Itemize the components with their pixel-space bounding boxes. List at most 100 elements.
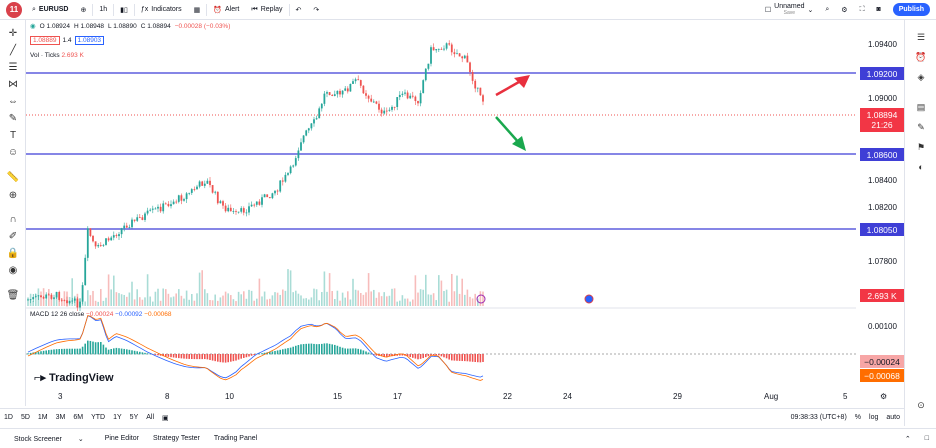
emoji-icon[interactable]: ☺ xyxy=(7,146,19,158)
volume-bar xyxy=(378,292,380,306)
compare-button[interactable]: ⊕ xyxy=(74,0,92,20)
ideas-icon[interactable]: ✎ xyxy=(917,121,925,132)
hotlist-icon[interactable]: ⚑ xyxy=(916,141,926,152)
candle-body xyxy=(138,217,141,219)
candle-body xyxy=(328,92,331,96)
candle-body xyxy=(222,201,224,206)
replay-button[interactable]: ⏮ Replay xyxy=(245,0,288,20)
range-ytd[interactable]: YTD xyxy=(91,414,106,421)
volume-bar xyxy=(235,301,237,306)
candle-body xyxy=(170,204,172,207)
notifications-icon[interactable]: ⊙ xyxy=(917,399,925,410)
fib-icon[interactable]: ☰ xyxy=(8,61,18,73)
volume-bar xyxy=(211,300,214,306)
volume-bar xyxy=(349,299,352,306)
watermark-text: TradingView xyxy=(48,371,114,384)
snapshot-button[interactable]: ◙ xyxy=(870,0,886,20)
tab-pine-editor[interactable]: Pine Editor xyxy=(104,435,139,442)
measure-icon[interactable]: ⇔ xyxy=(8,95,18,107)
magnet-icon[interactable]: ∩ xyxy=(9,213,17,225)
candle-body xyxy=(370,98,373,102)
candle-body xyxy=(266,194,269,198)
undo-button[interactable]: ↶ xyxy=(290,0,308,20)
macd-hist-bar xyxy=(222,354,224,363)
macd-hist-bar xyxy=(297,345,300,355)
trendline-icon[interactable]: ╱ xyxy=(9,44,17,56)
lock-icon[interactable]: 🔒 xyxy=(6,247,20,259)
range-all[interactable]: All xyxy=(146,414,155,421)
publish-button[interactable]: Publish xyxy=(887,0,936,20)
percent-toggle[interactable]: % xyxy=(854,414,862,421)
chart-type-button[interactable]: ▮▯ xyxy=(114,0,134,20)
settings-button[interactable]: ⚙ xyxy=(835,0,853,20)
macd-hist-bar xyxy=(276,350,279,355)
event-marker-icon[interactable] xyxy=(584,294,594,304)
goto-date-icon[interactable]: ▣ xyxy=(162,414,169,422)
collapse-icon[interactable]: ⌃ xyxy=(904,435,911,443)
tab-trading-panel[interactable]: Trading Panel xyxy=(213,435,258,442)
redo-button[interactable]: ↷ xyxy=(307,0,325,20)
tab-label: Stock Screener xyxy=(14,435,62,443)
candle-body xyxy=(131,219,133,228)
macd-hist-label: −0.00024 xyxy=(860,355,904,368)
price-chart[interactable] xyxy=(26,20,856,406)
level-label-2[interactable]: 1.08600 xyxy=(860,148,904,161)
candle-body xyxy=(253,204,256,206)
clock[interactable]: 09:38:33 (UTC+8) xyxy=(790,414,847,421)
range-3m[interactable]: 3M xyxy=(55,414,66,421)
macd-hist-bar xyxy=(172,354,175,358)
text-icon[interactable]: T xyxy=(9,129,17,141)
volume-bar xyxy=(94,300,97,306)
user-avatar[interactable]: 11 xyxy=(6,1,22,18)
trash-icon[interactable]: 🗑 xyxy=(6,289,20,301)
volume-bar xyxy=(188,299,190,306)
eye-icon[interactable]: ◉ xyxy=(8,264,18,276)
alerts-icon[interactable]: ⏰ xyxy=(915,51,927,62)
symbol-search[interactable]: ⌕ EURUSD xyxy=(26,0,74,20)
alert-label: Alert xyxy=(224,6,240,13)
pattern-icon[interactable]: ⋈ xyxy=(8,78,18,90)
interval-button[interactable]: 1h xyxy=(93,0,113,20)
range-6m[interactable]: 6M xyxy=(73,414,84,421)
down-arrow[interactable] xyxy=(495,116,521,145)
quick-search-button[interactable]: ⌕ xyxy=(819,0,835,20)
alert-button[interactable]: ⏰ Alert xyxy=(207,0,245,20)
volume-bar xyxy=(159,300,162,306)
level-label-1[interactable]: 1.09200 xyxy=(860,67,904,80)
chat-icon[interactable]: ◐ xyxy=(918,162,924,172)
log-toggle[interactable]: log xyxy=(869,414,879,421)
crosshair-icon[interactable]: ✛ xyxy=(8,27,18,39)
zoom-icon[interactable]: ⊕ xyxy=(8,189,18,201)
tab-strategy-tester[interactable]: Strategy Tester xyxy=(152,435,200,442)
ruler-icon[interactable]: 📏 xyxy=(6,171,20,183)
ask-button[interactable]: 1.08903 xyxy=(74,36,105,45)
level-label-3[interactable]: 1.08050 xyxy=(860,223,904,236)
auto-toggle[interactable]: auto xyxy=(886,414,900,421)
volume-bar xyxy=(352,278,354,306)
lock-draw-icon[interactable]: ✐ xyxy=(8,230,18,242)
range-5y[interactable]: 5Y xyxy=(129,414,139,421)
event-marker-icon[interactable] xyxy=(476,294,486,304)
candle-body xyxy=(326,92,328,94)
axis-settings-icon[interactable]: ⚙ xyxy=(880,392,888,401)
fullscreen-button[interactable]: ⛶ xyxy=(854,0,871,20)
bid-button[interactable]: 1.08889 xyxy=(30,36,60,45)
macd-hist-bar xyxy=(141,352,144,355)
range-5d[interactable]: 5D xyxy=(20,414,30,421)
maximize-icon[interactable]: □ xyxy=(924,435,929,442)
macd-hist-bar xyxy=(175,354,177,358)
tab-stock-screener[interactable]: Stock Screener ⌄ xyxy=(0,435,98,443)
indicators-button[interactable]: ƒx Indicators xyxy=(135,0,188,20)
data-window-icon[interactable]: ◈ xyxy=(917,71,925,82)
range-1m[interactable]: 1M xyxy=(37,414,48,421)
watchlist-icon[interactable]: ☰ xyxy=(916,31,926,42)
brush-icon[interactable]: ✎ xyxy=(8,112,18,124)
templates-button[interactable]: ▦ xyxy=(188,0,207,20)
visibility-icon[interactable]: ◉ xyxy=(30,23,36,30)
range-1d[interactable]: 1D xyxy=(4,414,13,421)
chevron-down-icon: ⌄ xyxy=(807,6,814,14)
layout-button[interactable]: ☐ Unnamed Save ⌄ xyxy=(759,0,820,20)
range-1y[interactable]: 1Y xyxy=(113,414,122,421)
undo-icon: ↶ xyxy=(295,6,302,14)
calendar-icon[interactable]: ▤ xyxy=(916,101,926,112)
